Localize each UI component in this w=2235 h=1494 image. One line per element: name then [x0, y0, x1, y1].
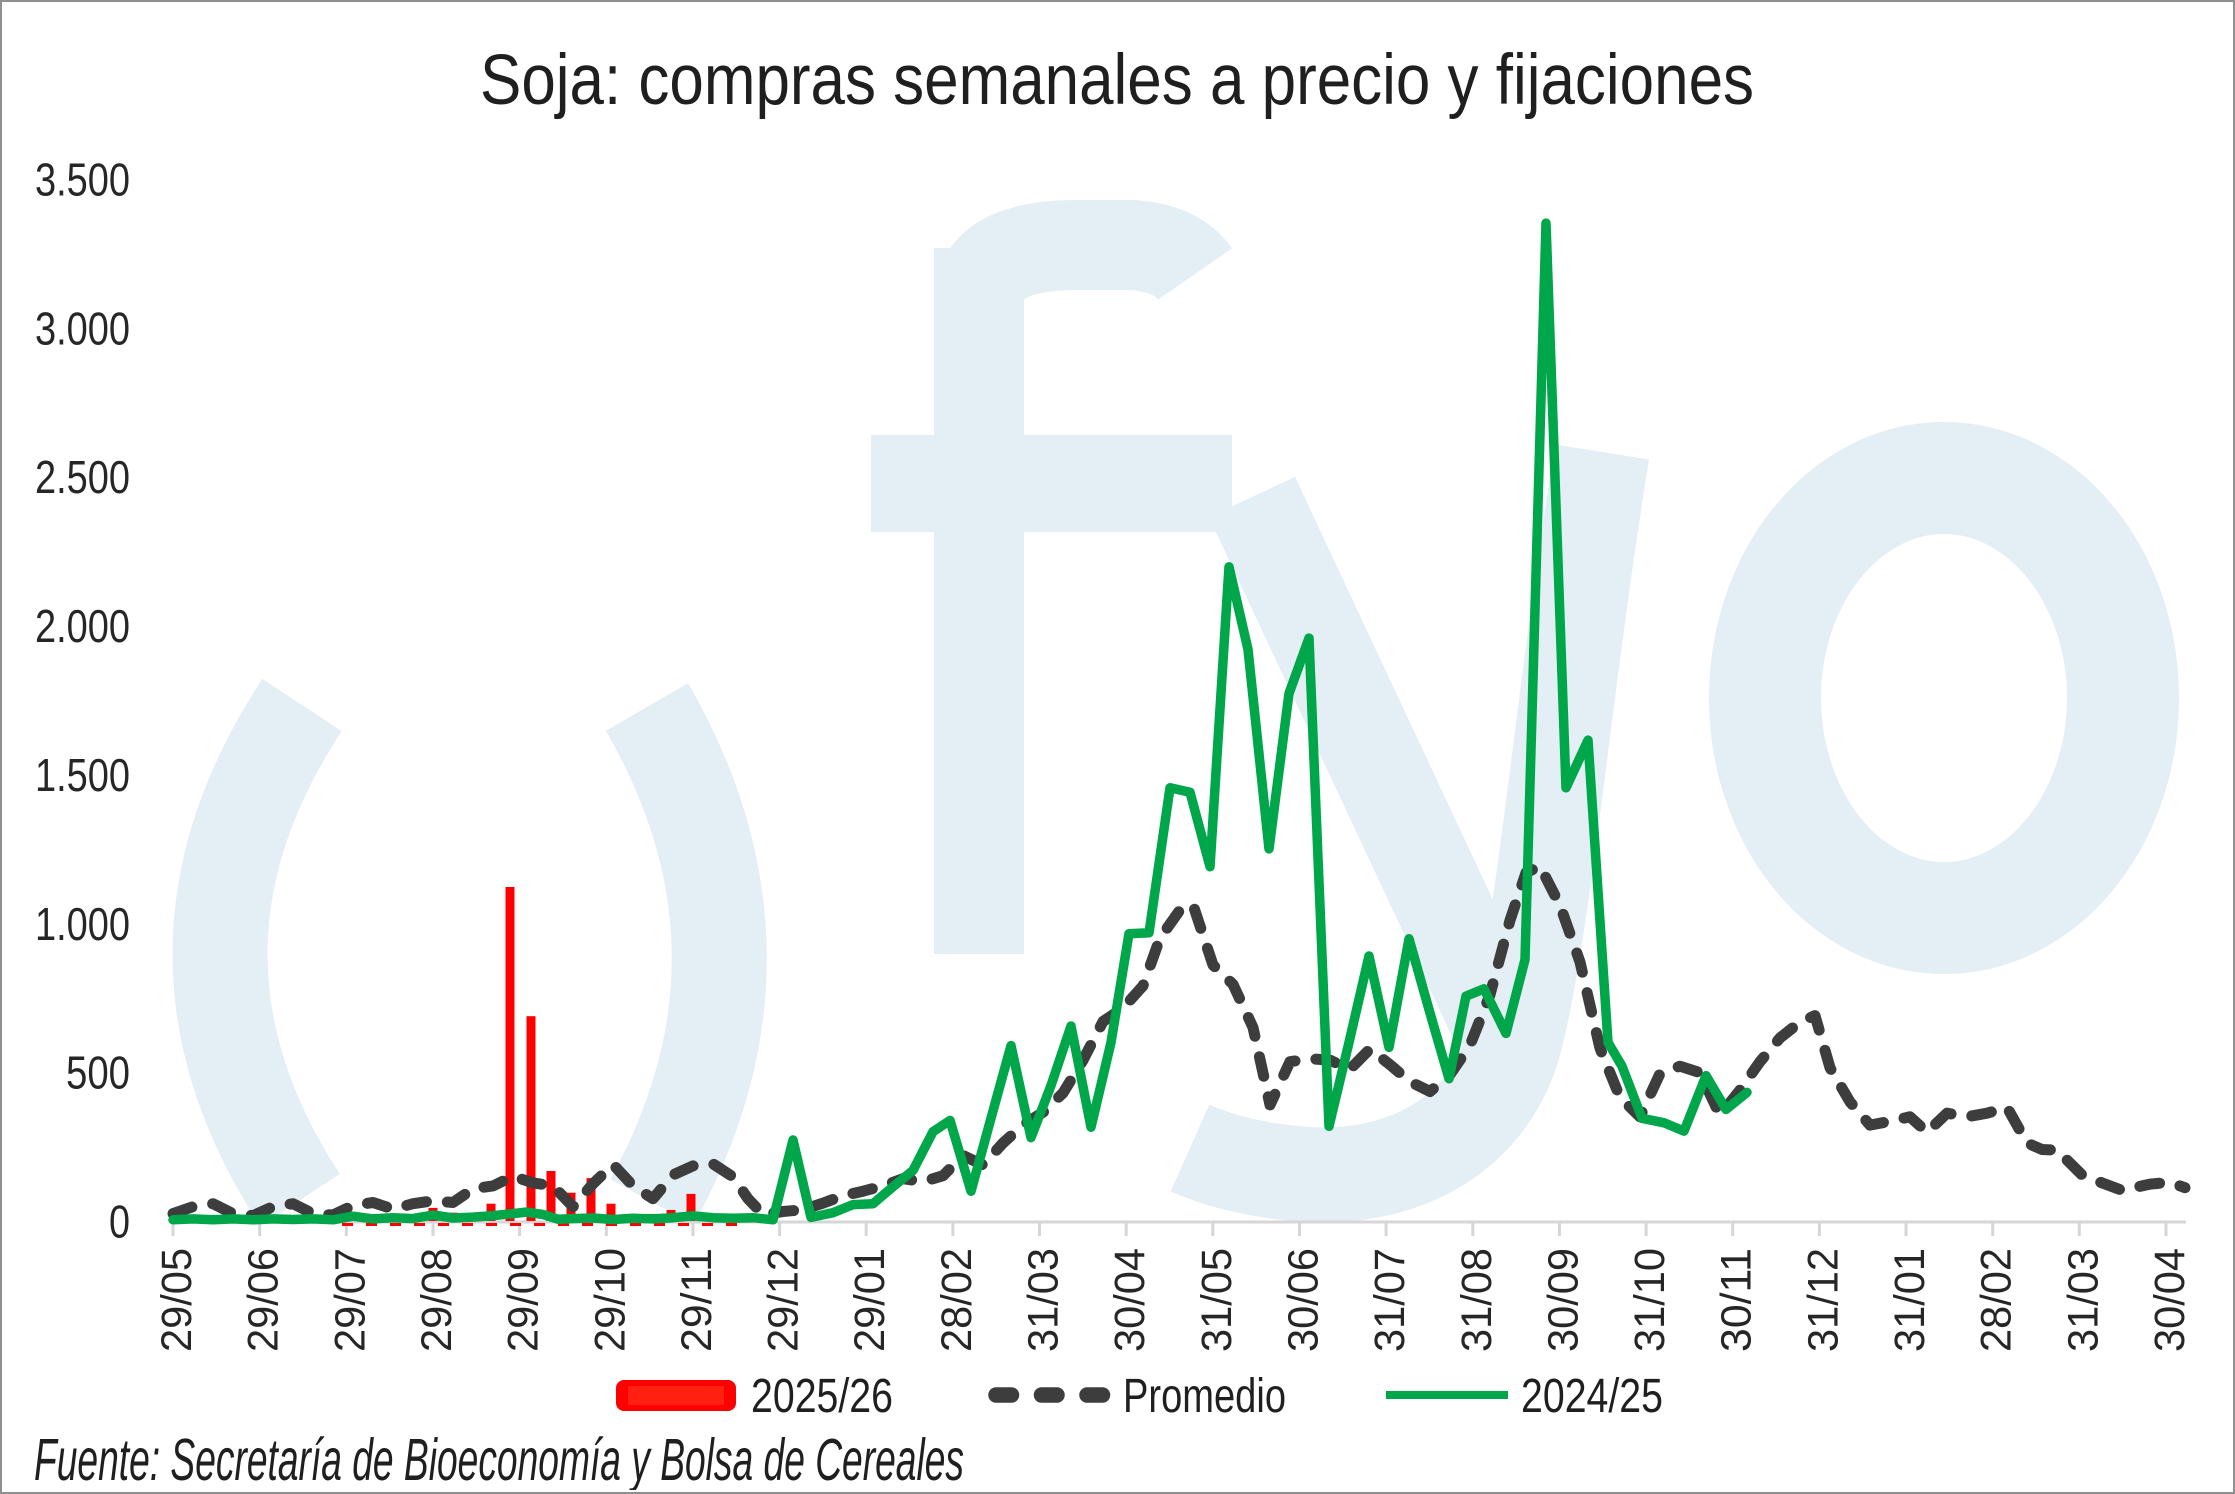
svg-text:2025/26: 2025/26	[751, 1370, 893, 1423]
svg-text:500: 500	[66, 1047, 130, 1099]
svg-text:29/06: 29/06	[240, 1248, 288, 1352]
svg-text:30/04: 30/04	[1106, 1248, 1154, 1352]
svg-text:31/12: 31/12	[1799, 1248, 1847, 1352]
svg-text:31/01: 31/01	[1886, 1248, 1934, 1352]
svg-text:1.500: 1.500	[35, 749, 130, 801]
svg-text:31/08: 31/08	[1453, 1248, 1501, 1352]
svg-text:0: 0	[109, 1196, 130, 1248]
svg-text:3.000: 3.000	[35, 302, 130, 354]
svg-text:29/01: 29/01	[846, 1248, 894, 1352]
svg-text:1.000: 1.000	[35, 898, 130, 950]
svg-text:31/05: 31/05	[1193, 1248, 1241, 1352]
svg-text:Soja: compras semanales a prec: Soja: compras semanales a precio y fijac…	[480, 41, 1754, 120]
svg-text:Fuente: Secretaría de Bioecono: Fuente: Secretaría de Bioeconomía y Bols…	[34, 1427, 964, 1490]
svg-text:30/11: 30/11	[1713, 1248, 1761, 1352]
svg-text:31/03: 31/03	[2059, 1248, 2107, 1352]
svg-text:Promedio: Promedio	[1123, 1370, 1286, 1423]
svg-text:29/09: 29/09	[500, 1248, 548, 1352]
svg-text:31/10: 31/10	[1626, 1248, 1674, 1352]
svg-text:29/05: 29/05	[153, 1248, 201, 1352]
svg-text:29/11: 29/11	[673, 1248, 721, 1352]
svg-text:3.500: 3.500	[35, 154, 130, 206]
svg-text:2.500: 2.500	[35, 451, 130, 503]
svg-text:29/07: 29/07	[326, 1248, 374, 1352]
svg-text:28/02: 28/02	[1973, 1248, 2021, 1352]
svg-text:29/12: 29/12	[760, 1248, 808, 1352]
svg-text:29/10: 29/10	[586, 1248, 634, 1352]
svg-text:28/02: 28/02	[933, 1248, 981, 1352]
svg-text:29/08: 29/08	[413, 1248, 461, 1352]
svg-text:31/07: 31/07	[1366, 1248, 1414, 1352]
svg-text:31/03: 31/03	[1020, 1248, 1068, 1352]
svg-text:2.000: 2.000	[35, 600, 130, 652]
svg-text:30/04: 30/04	[2146, 1248, 2194, 1352]
svg-text:30/09: 30/09	[1539, 1248, 1587, 1352]
svg-text:2024/25: 2024/25	[1521, 1370, 1663, 1423]
svg-text:30/06: 30/06	[1280, 1248, 1328, 1352]
